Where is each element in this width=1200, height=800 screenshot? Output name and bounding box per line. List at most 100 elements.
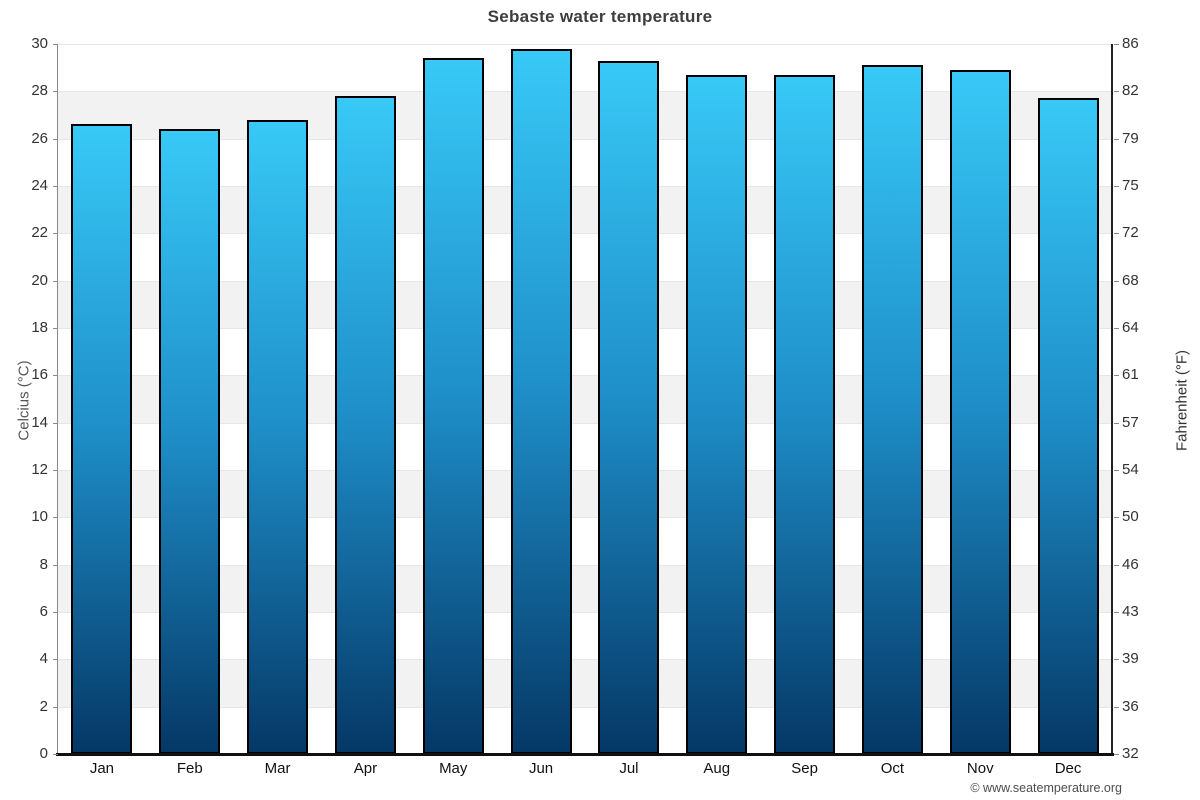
left-axis-title: Celcius (°C)	[15, 360, 33, 441]
right-tick-mark	[1114, 659, 1119, 661]
left-tick-mark	[53, 44, 58, 45]
left-tick-mark	[53, 659, 58, 661]
fahrenheit-tick-label: 86	[1122, 35, 1139, 52]
gridline	[58, 328, 1112, 329]
month-label-jan: Jan	[89, 760, 114, 777]
fahrenheit-tick-label: 57	[1122, 413, 1139, 431]
fahrenheit-tick-label: 61	[1122, 366, 1139, 384]
bar-sep	[774, 74, 836, 754]
month-label-jun: Jun	[528, 760, 554, 777]
month-label-jul: Jul	[619, 760, 639, 777]
left-tick-mark	[53, 375, 58, 377]
celsius-tick-label: 2	[39, 697, 48, 715]
right-tick-mark	[1114, 422, 1119, 424]
month-label-feb: Feb	[176, 760, 203, 777]
right-tick-mark	[1114, 328, 1119, 329]
bar-aug	[686, 74, 748, 754]
background-stripe	[58, 280, 1112, 328]
gridline	[58, 44, 1112, 45]
right-tick-mark	[1114, 280, 1119, 282]
left-tick-mark	[53, 91, 58, 93]
month-label-oct: Oct	[880, 760, 905, 777]
gridline	[58, 138, 1112, 140]
left-tick-mark	[53, 564, 58, 566]
gridline	[58, 470, 1112, 471]
celsius-tick-label: 30	[31, 35, 48, 52]
celsius-tick-label: 26	[31, 129, 48, 147]
left-axis-line	[57, 44, 58, 754]
left-tick-mark	[53, 328, 58, 329]
background-stripe	[58, 659, 1112, 707]
bar-jan	[71, 124, 133, 754]
fahrenheit-tick-label: 39	[1122, 650, 1139, 668]
right-tick-mark	[1114, 233, 1119, 235]
right-tick-mark	[1114, 564, 1119, 566]
background-stripe	[58, 564, 1112, 612]
bar-jun	[510, 48, 572, 754]
right-tick-mark	[1114, 44, 1119, 45]
fahrenheit-tick-label: 36	[1122, 697, 1139, 715]
left-tick-mark	[53, 470, 58, 471]
bar-apr	[334, 96, 396, 754]
month-label-mar: Mar	[264, 760, 291, 777]
gridline	[58, 612, 1112, 613]
fahrenheit-tick-label: 43	[1122, 603, 1139, 620]
right-tick-mark	[1114, 470, 1119, 471]
month-label-apr: Apr	[353, 760, 378, 777]
right-tick-mark	[1114, 186, 1119, 187]
left-tick-mark	[53, 280, 58, 282]
right-axis-title: Fahrenheit (°F)	[1173, 349, 1191, 452]
celsius-tick-label: 14	[31, 413, 48, 431]
right-tick-mark	[1114, 754, 1119, 755]
month-label-sep: Sep	[791, 760, 818, 777]
bar-feb	[159, 129, 221, 754]
chart-title: Sebaste water temperature	[487, 7, 713, 26]
plot-area	[58, 44, 1112, 754]
gridline	[58, 233, 1112, 235]
fahrenheit-tick-label: 68	[1122, 271, 1139, 289]
celsius-tick-label: 6	[39, 603, 48, 620]
gridline	[58, 186, 1112, 187]
celsius-tick-label: 28	[31, 82, 48, 100]
right-tick-mark	[1114, 706, 1119, 708]
celsius-tick-label: 0	[39, 745, 48, 762]
fahrenheit-tick-label: 32	[1122, 745, 1139, 762]
bar-mar	[247, 119, 309, 754]
bar-dec	[1037, 98, 1099, 754]
right-tick-mark	[1114, 375, 1119, 377]
left-tick-mark	[53, 517, 58, 519]
bar-oct	[861, 65, 923, 754]
left-tick-mark	[53, 754, 58, 755]
right-tick-mark	[1114, 91, 1119, 93]
celsius-tick-label: 18	[31, 319, 48, 336]
gridline	[58, 659, 1112, 661]
celsius-tick-label: 20	[31, 271, 48, 289]
background-stripe	[58, 186, 1112, 234]
bar-may	[422, 58, 484, 754]
right-axis-line	[1111, 44, 1113, 754]
fahrenheit-tick-label: 79	[1122, 129, 1139, 147]
month-label-aug: Aug	[703, 760, 731, 777]
gridline	[58, 422, 1112, 424]
right-tick-mark	[1114, 612, 1119, 613]
bottom-axis-line	[56, 753, 1114, 756]
fahrenheit-tick-label: 75	[1122, 177, 1139, 194]
gridline	[58, 706, 1112, 708]
gridline	[58, 280, 1112, 282]
left-tick-mark	[53, 233, 58, 235]
fahrenheit-tick-label: 54	[1122, 461, 1139, 478]
month-label-dec: Dec	[1054, 760, 1082, 777]
bar-nov	[949, 70, 1011, 754]
gridline	[58, 564, 1112, 566]
celsius-tick-label: 22	[31, 224, 48, 242]
gridline	[58, 375, 1112, 377]
celsius-tick-label: 8	[39, 555, 48, 573]
gridline	[58, 517, 1112, 519]
left-tick-mark	[53, 422, 58, 424]
fahrenheit-tick-label: 82	[1122, 82, 1139, 100]
right-tick-mark	[1114, 517, 1119, 519]
celsius-tick-label: 10	[31, 508, 48, 526]
celsius-tick-label: 12	[31, 461, 48, 478]
celsius-tick-label: 16	[31, 366, 48, 384]
